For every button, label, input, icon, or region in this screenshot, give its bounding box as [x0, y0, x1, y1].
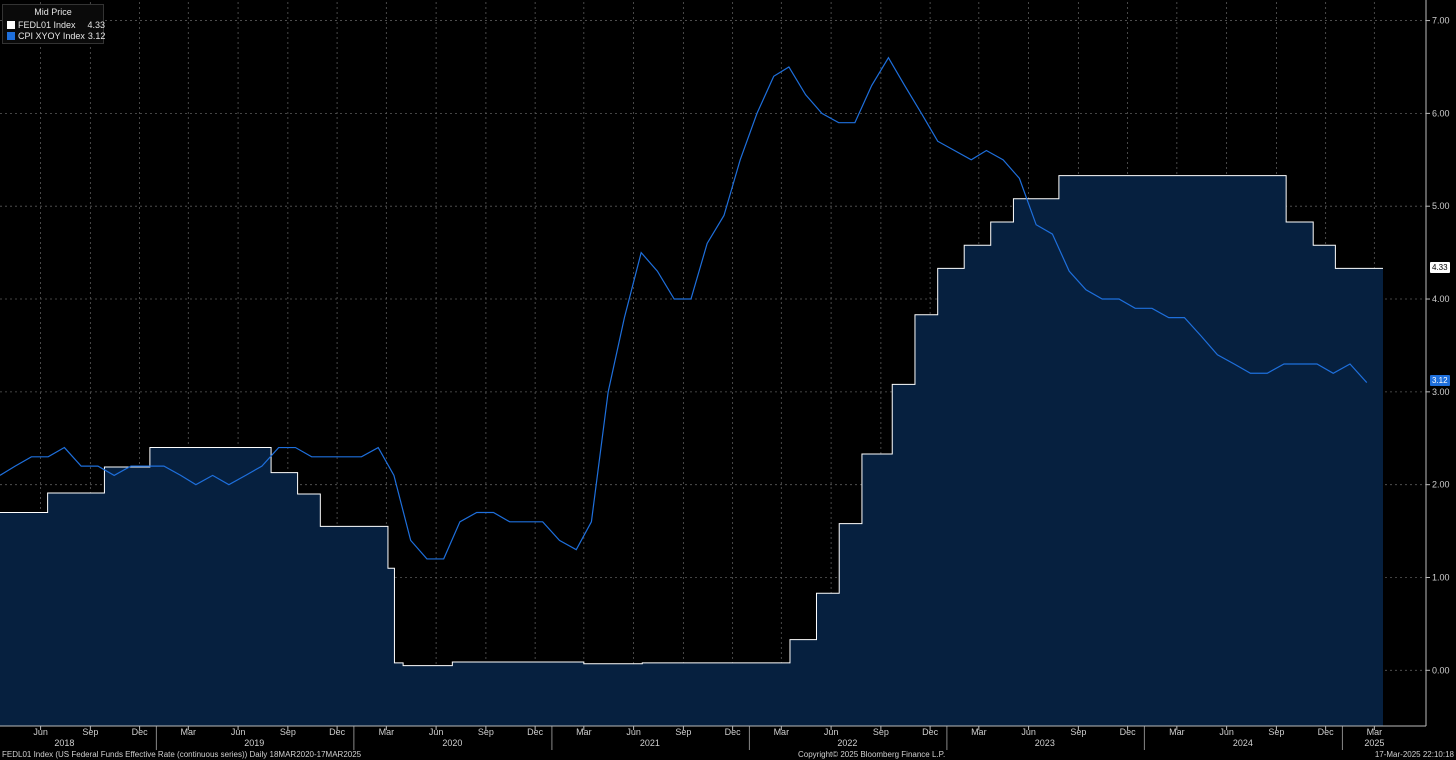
last-value-tag-cpi: 3.12	[1430, 374, 1450, 386]
x-tick-label: Jun	[429, 727, 444, 737]
y-tick-label: 2.00	[1432, 480, 1450, 490]
x-tick-label: Sep	[675, 727, 691, 737]
x-tick-label: Jun	[626, 727, 641, 737]
x-year-label: 2019	[244, 738, 264, 748]
y-tick-label: 5.00	[1432, 201, 1450, 211]
x-tick-label: Sep	[1070, 727, 1086, 737]
x-tick-label: Mar	[971, 727, 987, 737]
x-tick-label: Mar	[181, 727, 197, 737]
x-tick-label: Mar	[1367, 727, 1383, 737]
x-tick-label: Sep	[82, 727, 98, 737]
y-tick-label: 4.00	[1432, 294, 1450, 304]
x-tick-label: Jun	[33, 727, 48, 737]
x-year-label: 2021	[640, 738, 660, 748]
x-tick-label: Jun	[231, 727, 246, 737]
legend-item-label: FEDL01 Index	[18, 20, 76, 30]
x-tick-label: Dec	[527, 727, 544, 737]
fedl01-area	[0, 175, 1383, 727]
x-tick-label: Sep	[873, 727, 889, 737]
y-tick-label: 6.00	[1432, 108, 1450, 118]
footer-timestamp: 17-Mar-2025 22:10:18	[1374, 750, 1454, 759]
y-tick-label: 1.00	[1432, 572, 1450, 582]
footer-copyright: Copyright© 2025 Bloomberg Finance L.P.	[798, 750, 946, 759]
x-tick-label: Mar	[379, 727, 395, 737]
cpi-line	[0, 56, 1368, 560]
x-tick-label: Mar	[774, 727, 790, 737]
legend-item-fedl01: FEDL01 Index 4.33	[7, 20, 105, 30]
area-layer	[0, 175, 1383, 727]
legend-item-cpi: CPI XYOY Index 3.12	[7, 31, 105, 41]
legend-title: Mid Price	[34, 7, 72, 17]
y-tick-label: 3.00	[1432, 387, 1450, 397]
footer-description: FEDL01 Index (US Federal Funds Effective…	[2, 750, 362, 759]
line-layer	[0, 56, 1383, 667]
x-tick-label: Dec	[1318, 727, 1335, 737]
x-year-label: 2024	[1233, 738, 1253, 748]
legend-swatch-white	[7, 21, 15, 29]
x-tick-label: Mar	[1169, 727, 1185, 737]
x-year-label: 2025	[1364, 738, 1384, 748]
legend-item-value: 4.33	[87, 20, 106, 30]
x-tick-label: Dec	[329, 727, 346, 737]
legend: Mid Price FEDL01 Index 4.33 CPI XYOY Inde…	[2, 4, 105, 44]
x-tick-label: Jun	[824, 727, 839, 737]
y-tick-label: 0.00	[1432, 665, 1450, 675]
x-year-label: 2022	[837, 738, 857, 748]
legend-item-value: 3.12	[87, 31, 106, 41]
x-tick-label: Dec	[132, 727, 149, 737]
y-tick-label: 7.00	[1432, 16, 1450, 26]
x-tick-label: Dec	[1120, 727, 1137, 737]
x-year-label: 2023	[1035, 738, 1055, 748]
last-value-tag-fedl01: 4.33	[1430, 262, 1450, 274]
x-tick-label: Sep	[280, 727, 296, 737]
x-tick-label: Mar	[576, 727, 592, 737]
x-tick-label: Dec	[922, 727, 939, 737]
x-year-label: 2020	[442, 738, 462, 748]
x-tick-label: Jun	[1219, 727, 1234, 737]
x-tick-label: Jun	[1021, 727, 1036, 737]
legend-item-label: CPI XYOY Index	[18, 31, 85, 41]
fedl01-line	[0, 175, 1383, 667]
x-tick-label: Dec	[725, 727, 742, 737]
x-tick-label: Sep	[478, 727, 494, 737]
legend-swatch-blue	[7, 32, 15, 40]
x-year-label: 2018	[54, 738, 74, 748]
x-tick-label: Sep	[1268, 727, 1284, 737]
